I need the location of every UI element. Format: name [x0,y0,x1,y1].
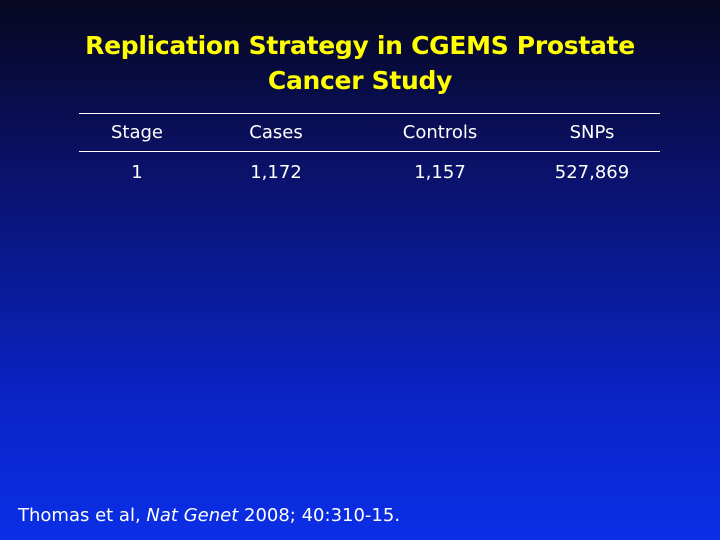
table-top-rule [79,113,660,114]
header-cases: Cases [249,122,303,143]
header-controls: Controls [402,122,478,143]
cell-controls: 1,157 [414,162,466,183]
cell-cases: 1,172 [250,162,302,183]
table-header-rule [79,151,660,152]
title-line-2: Cancer Study [267,66,453,95]
citation-details: 2008; 40:310-15. [244,505,401,526]
header-stage: Stage [110,122,163,143]
slide-title: Replication Strategy in CGEMS Prostate C… [40,28,680,98]
citation-journal: Nat Genet [146,505,239,526]
citation-authors: Thomas et al, [18,505,141,526]
title-line-1: Replication Strategy in CGEMS Prostate [85,31,635,60]
citation: Thomas et al, Nat Genet 2008; 40:310-15. [18,505,400,527]
cell-stage: 1 [131,162,143,183]
header-snps: SNPs [569,122,615,143]
cell-snps: 527,869 [554,162,630,183]
